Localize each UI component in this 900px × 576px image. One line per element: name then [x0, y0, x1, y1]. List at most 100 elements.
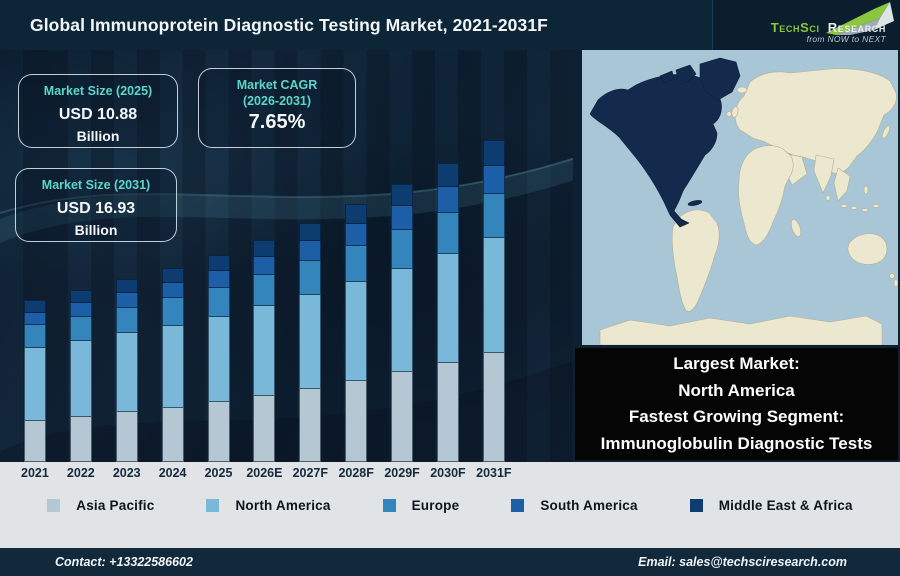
bar-segment-asia-pacific [23, 420, 46, 462]
bar-slot-2027F [287, 50, 333, 462]
axis-label-2026E: 2026E [246, 466, 283, 480]
bar-segment-middle-east-africa [299, 222, 322, 242]
techsci-logo: TechSci Research from NOW to NEXT [712, 0, 900, 50]
bar-segment-asia-pacific [391, 372, 414, 462]
info-box-title: Market Size (2025) [43, 84, 153, 98]
bar-segment-north-america [161, 325, 184, 408]
bar-segment-europe [391, 230, 414, 269]
stacked-bar-2023 [115, 279, 138, 462]
bar-segment-europe [345, 246, 368, 283]
info-box-title: Market Size (2031) [41, 178, 151, 192]
stacked-bar-2030F [436, 163, 459, 462]
axis-label-2031F: 2031F [476, 466, 512, 480]
legend-label: South America [540, 498, 638, 513]
bar-segment-asia-pacific [207, 402, 230, 462]
logo-wordmark: TechSci Research [771, 20, 886, 35]
info-box-title: Market CAGR (2026-2031) [236, 78, 318, 108]
bar-slot-2025 [196, 50, 242, 462]
bar-slot-2030F [425, 50, 471, 462]
axis-label-2021: 2021 [21, 466, 49, 480]
legend-label: Asia Pacific [76, 498, 155, 513]
bar-segment-north-america [345, 282, 368, 381]
bar-segment-south-america [482, 165, 505, 194]
bar-segment-middle-east-africa [161, 267, 184, 283]
stacked-bar-2029F [391, 184, 414, 462]
stacked-bar-2028F [345, 204, 368, 462]
bar-segment-asia-pacific [69, 416, 92, 462]
bar-segment-middle-east-africa [482, 140, 505, 166]
legend-item-south-america: South America [511, 498, 637, 513]
logo-brand-secondary: Research [827, 20, 886, 35]
bar-segment-europe [23, 325, 46, 349]
legend-label: Europe [411, 498, 460, 513]
axis-label-2029F: 2029F [384, 466, 420, 480]
axis-label-2030F: 2030F [430, 466, 466, 480]
bar-segment-north-america [299, 294, 322, 389]
stacked-bar-chart: Market Size (2025) USD 10.88 Billion Mar… [0, 50, 573, 462]
axis-label-2023: 2023 [112, 466, 141, 480]
legend-item-asia-pacific: Asia Pacific [47, 498, 154, 513]
bar-slot-2021 [12, 50, 58, 462]
axis-label-2024: 2024 [158, 466, 187, 480]
highlight-line-1: North America [678, 380, 795, 400]
world-map [582, 50, 898, 345]
bar-segment-europe [482, 193, 505, 239]
bar-segment-asia-pacific [161, 407, 184, 462]
bar-slot-2028F [333, 50, 379, 462]
bar-segment-middle-east-africa [23, 300, 46, 313]
footer: Contact: +13322586602 Email: sales@techs… [0, 548, 900, 576]
bar-slot-2031F [471, 50, 517, 462]
logo-brand-primary: TechSci [770, 20, 820, 35]
x-axis-labels: 2021 2022 2023 2024 2025 2026E 2027F 2028F 2029F… [12, 463, 522, 483]
bar-segment-south-america [115, 292, 138, 308]
bar-segment-north-america [115, 333, 138, 413]
logo-tagline: from NOW to NEXT [806, 34, 886, 44]
info-box-value: USD 16.93 [56, 199, 136, 217]
highlight-box: Largest Market: North America Fastest Grow… [575, 348, 898, 460]
bar-segment-north-america [253, 306, 276, 396]
market-cagr-box: Market CAGR (2026-2031) 7.65% [198, 68, 356, 148]
bar-segment-asia-pacific [253, 395, 276, 462]
bar-slot-2023 [104, 50, 150, 462]
legend-swatch [206, 499, 220, 512]
bar-segment-europe [69, 316, 92, 342]
legend-swatch [689, 499, 703, 512]
stacked-bar-2024 [161, 267, 184, 462]
stacked-bar-2021 [23, 300, 46, 462]
stacked-bar-2027F [299, 222, 322, 462]
highlight-line-3: Immunoglobulin Diagnostic Tests [600, 433, 873, 453]
bar-segment-south-america [253, 256, 276, 276]
legend: Asia Pacific North America Europe South Ame… [0, 498, 900, 513]
bar-segment-middle-east-africa [391, 184, 414, 207]
bar-segment-europe [207, 288, 230, 318]
bar-segment-south-america [23, 312, 46, 326]
bar-segment-europe [436, 212, 459, 254]
header: Global Immunoprotein Diagnostic Testing … [0, 0, 900, 50]
bar-segment-middle-east-africa [69, 290, 92, 304]
stacked-bar-2031F [482, 140, 505, 462]
footer-email: Email: sales@techsciresearch.com [638, 555, 847, 569]
bar-segment-middle-east-africa [253, 239, 276, 257]
bar-segment-asia-pacific [115, 412, 138, 462]
right-column: Largest Market: North America Fastest Grow… [573, 50, 900, 462]
bar-segment-north-america [69, 341, 92, 417]
bar-segment-middle-east-africa [436, 163, 459, 187]
legend-item-north-america: North America [206, 498, 330, 513]
bar-segment-north-america [482, 238, 505, 353]
bar-slot-2024 [150, 50, 196, 462]
stacked-bar-2025 [207, 255, 230, 462]
market-size-2025-box: Market Size (2025) USD 10.88 Billion [18, 74, 178, 148]
bar-segment-south-america [391, 206, 414, 231]
axis-label-2025: 2025 [204, 466, 233, 480]
bar-segment-north-america [23, 348, 46, 421]
bar-slot-2022 [58, 50, 104, 462]
axis-label-2028F: 2028F [338, 466, 374, 480]
bar-segment-europe [253, 275, 276, 307]
info-box-unit: Billion [76, 127, 120, 144]
bar-segment-middle-east-africa [345, 204, 368, 225]
legend-swatch [511, 499, 525, 512]
bar-segment-europe [299, 261, 322, 295]
bar-segment-south-america [299, 241, 322, 262]
logo-arrow-icon [826, 2, 894, 35]
legend-swatch [382, 499, 396, 512]
